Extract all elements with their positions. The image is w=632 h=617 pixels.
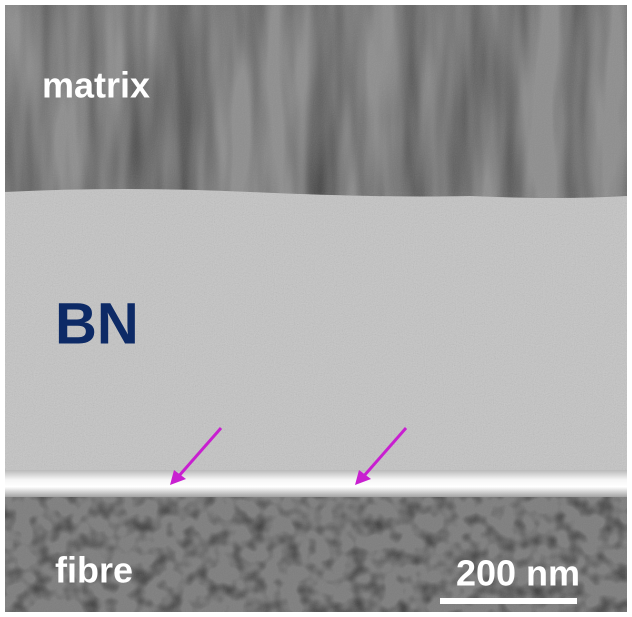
fibre-label: fibre	[55, 550, 133, 591]
arrow-head	[170, 470, 186, 485]
fibre-grain	[5, 497, 627, 612]
bn-shade	[5, 192, 627, 472]
scale-bar	[440, 598, 577, 604]
interface-layer	[5, 470, 627, 498]
matrix-label: matrix	[42, 65, 150, 106]
bn-label: BN	[55, 291, 139, 356]
arrow	[176, 427, 223, 478]
scale-bar-label: 200 nm	[456, 553, 580, 594]
arrow	[361, 427, 408, 478]
arrows	[170, 427, 408, 485]
matrix-grain	[5, 5, 627, 200]
arrow-head	[355, 470, 371, 485]
